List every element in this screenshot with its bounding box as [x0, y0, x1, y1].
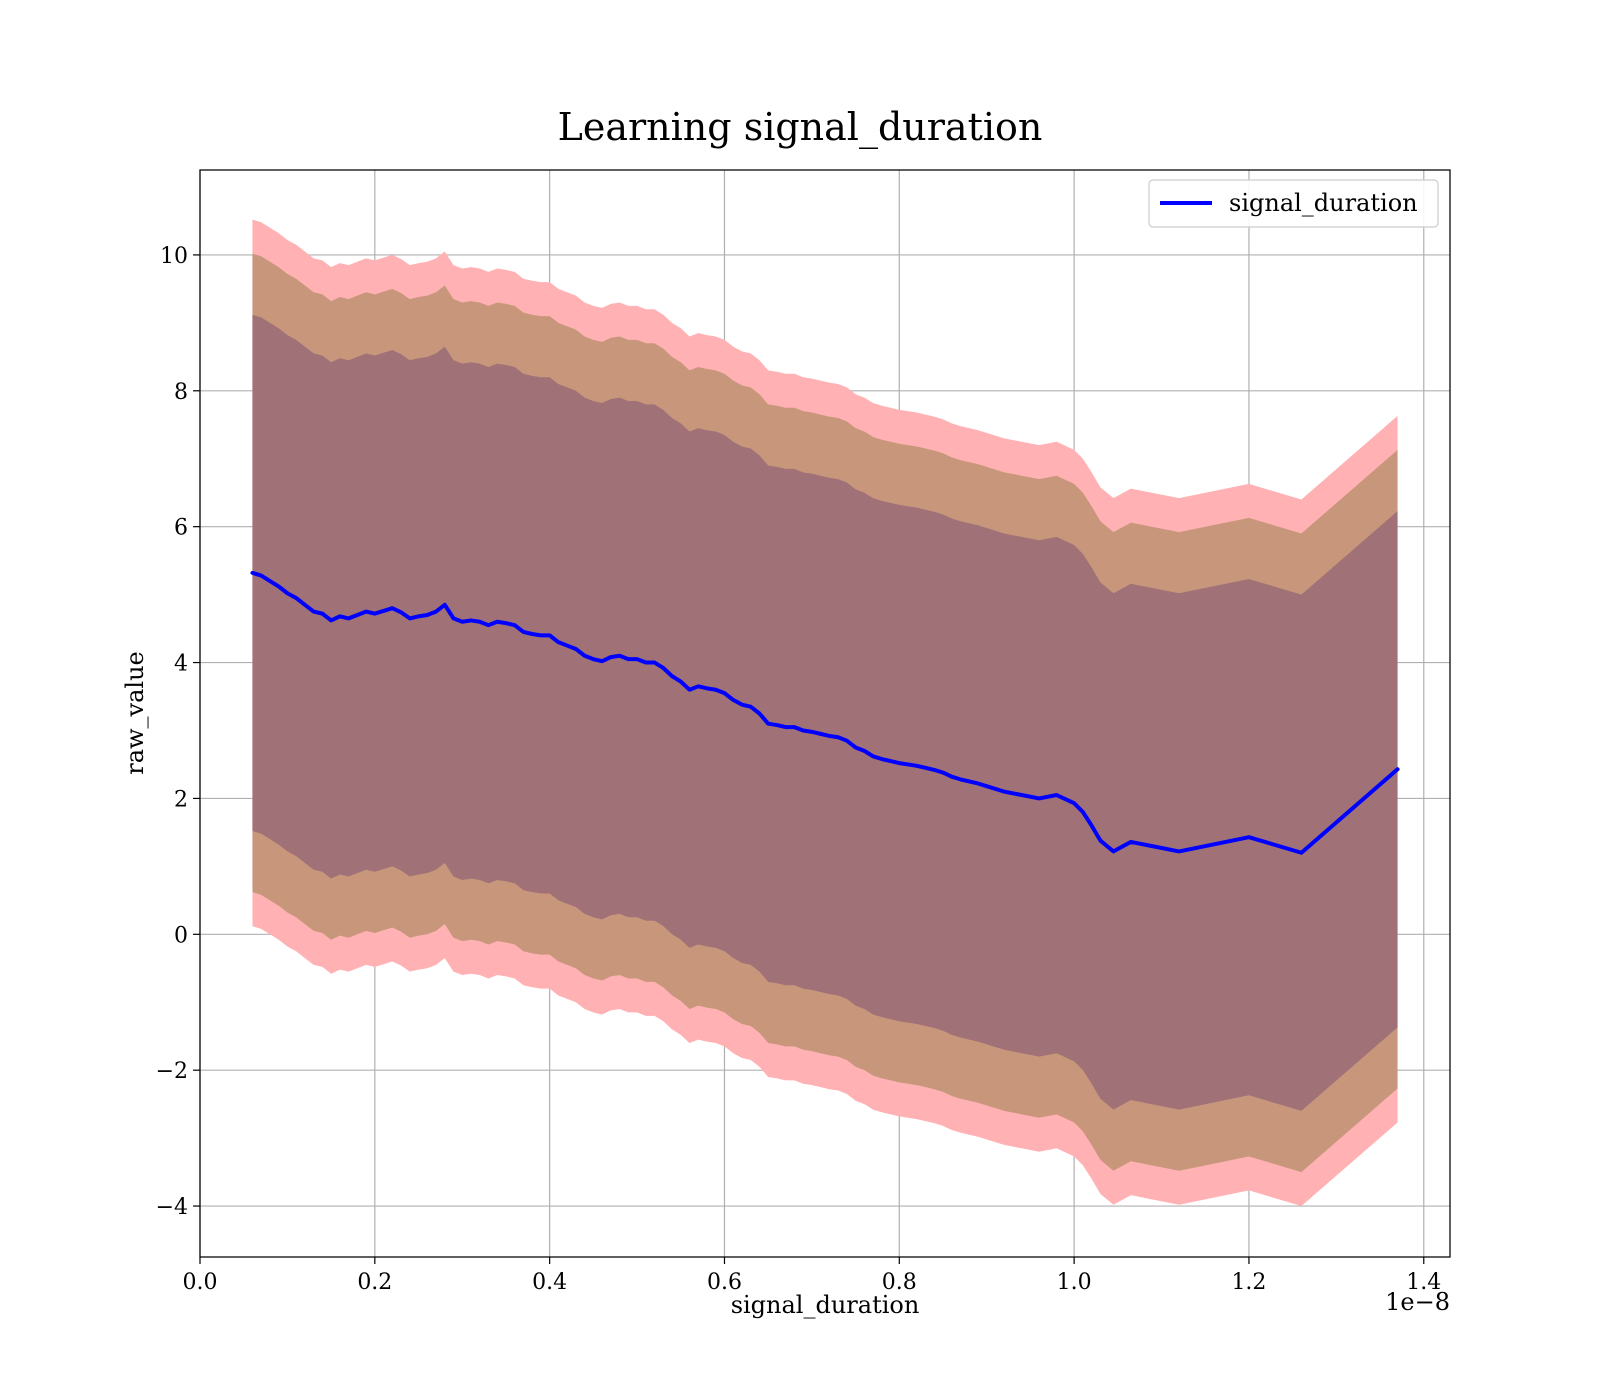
x-tick-label: 1.0 — [1057, 1270, 1092, 1295]
chart-title: Learning signal_duration — [558, 105, 1043, 150]
y-axis-label: raw_value — [121, 651, 149, 775]
x-tick-label: 1.2 — [1231, 1270, 1266, 1295]
x-tick-label: 0.2 — [357, 1270, 392, 1295]
legend: signal_duration — [1148, 179, 1439, 228]
x-axis-ticks: 0.0 0.2 0.4 0.6 0.8 1.0 1.2 1.4 — [183, 1257, 1441, 1295]
x-tick-label: 1.4 — [1406, 1270, 1441, 1295]
legend-entry-label: signal_duration — [1229, 189, 1418, 217]
y-tick-label: 2 — [174, 787, 188, 812]
y-tick-label: −2 — [156, 1059, 188, 1084]
y-tick-label: 8 — [174, 380, 188, 405]
x-axis-label: signal_duration — [731, 1291, 920, 1319]
x-tick-label: 0.4 — [532, 1270, 567, 1295]
y-tick-label: 10 — [160, 244, 188, 269]
x-tick-label: 0.0 — [183, 1270, 218, 1295]
x-tick-label: 0.8 — [882, 1270, 917, 1295]
x-tick-label: 0.6 — [707, 1270, 742, 1295]
series-line-signal_duration — [250, 570, 1400, 855]
x-axis-offset-label: 1e−8 — [1385, 1288, 1450, 1316]
series-lines — [250, 570, 1400, 855]
y-tick-label: 0 — [174, 923, 188, 948]
y-axis-ticks: −4 −2 0 2 4 6 8 10 — [156, 244, 200, 1220]
y-tick-label: 4 — [174, 652, 188, 677]
y-tick-label: −4 — [156, 1195, 188, 1220]
legend-box — [1148, 179, 1439, 228]
band-inner — [252, 314, 1398, 1111]
y-tick-label: 6 — [174, 516, 188, 541]
plot-frame — [199, 169, 1451, 1258]
confidence-bands — [252, 219, 1398, 1207]
